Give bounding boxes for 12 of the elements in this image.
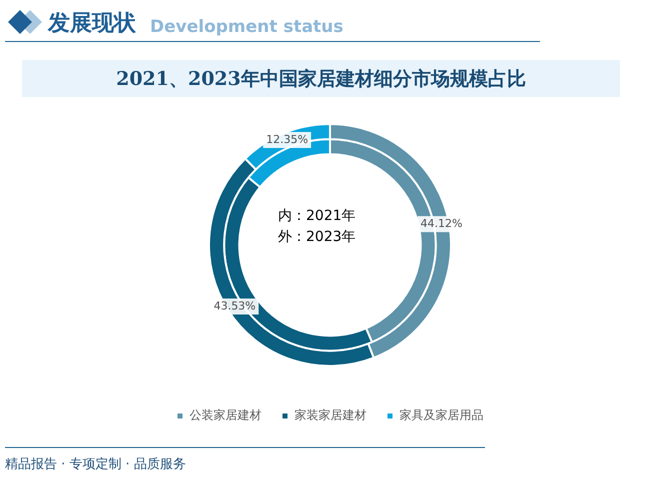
legend-label: 家装家居建材: [294, 408, 366, 422]
data-label: 12.35%: [266, 132, 308, 146]
chart-title: 2021、2023年中国家居建材细分市场规模占比: [116, 66, 526, 92]
legend-label: 公装家居建材: [190, 408, 262, 422]
data-label: 44.12%: [420, 217, 462, 230]
text: Development status: [150, 17, 344, 37]
text: 内：2021年: [278, 207, 356, 225]
text: 发展现状: [48, 9, 136, 38]
data-label: 43.53%: [214, 299, 256, 312]
legend-label: 家具及家居用品: [400, 408, 484, 422]
text: 外：2023年: [278, 228, 356, 246]
text: 精品报告 · 专项定制 · 品质服务: [5, 456, 186, 473]
